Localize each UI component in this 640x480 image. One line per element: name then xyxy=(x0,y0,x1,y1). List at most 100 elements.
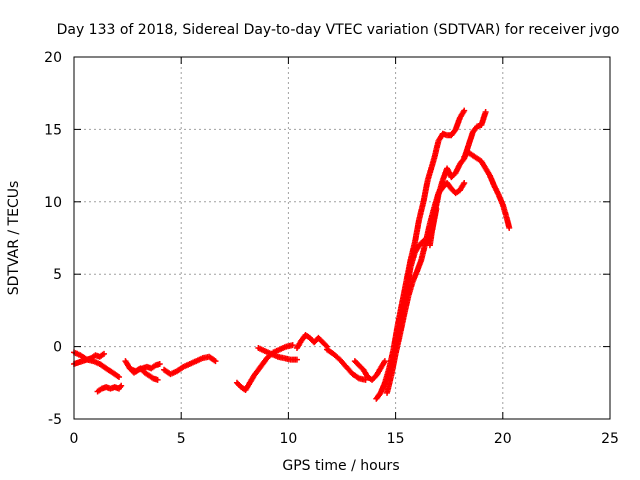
y-tick-label: 20 xyxy=(44,50,62,66)
x-tick-label: 20 xyxy=(494,431,512,447)
data-point-trace xyxy=(457,156,467,166)
data-point-trace xyxy=(352,359,362,368)
x-axis-ticks: 0 5 10 15 20 25 xyxy=(70,57,619,447)
data-point xyxy=(293,356,300,363)
x-tick-label: 5 xyxy=(177,431,186,447)
y-tick-label: 0 xyxy=(53,340,62,356)
data-point-trace xyxy=(100,384,108,392)
x-tick-label: 0 xyxy=(70,431,79,447)
y-tick-label: -5 xyxy=(48,412,62,428)
data-point-trace xyxy=(399,290,410,320)
data-series xyxy=(255,345,300,363)
data-point xyxy=(116,374,123,381)
data-series xyxy=(293,332,330,352)
data-point-trace xyxy=(276,354,286,361)
data-point-trace xyxy=(500,203,510,221)
data-point xyxy=(289,342,296,349)
data-point-trace xyxy=(134,366,142,374)
y-axis-label: SDTVAR / TECUs xyxy=(6,181,22,296)
data-point xyxy=(482,109,489,116)
data-point-trace xyxy=(457,181,467,192)
x-axis-label: GPS time / hours xyxy=(282,458,399,474)
data-point-trace xyxy=(357,375,367,383)
data-point xyxy=(156,360,163,367)
data-point-trace xyxy=(344,365,355,376)
data-point-trace xyxy=(370,373,379,382)
data-point-trace xyxy=(98,351,106,359)
data-point-trace xyxy=(325,347,336,356)
data-point-trace xyxy=(141,364,149,371)
data-point-trace xyxy=(284,342,295,350)
data-point-trace xyxy=(123,359,132,370)
data-point-trace xyxy=(96,386,104,394)
data-point-trace xyxy=(201,354,211,361)
x-tick-label: 25 xyxy=(601,431,619,447)
data-point-trace xyxy=(331,352,342,362)
data-point-trace xyxy=(421,238,430,245)
data-point-trace xyxy=(444,181,454,191)
data-point xyxy=(461,107,468,114)
data-point-trace xyxy=(278,344,288,352)
data-point-trace xyxy=(147,373,155,381)
data-point-trace xyxy=(416,200,427,221)
data-point-trace xyxy=(78,353,89,362)
data-point-trace xyxy=(304,333,312,340)
data-point xyxy=(506,224,513,231)
data-point-trace xyxy=(361,368,370,379)
data-point-trace xyxy=(441,131,449,138)
data-point-trace xyxy=(457,109,467,120)
data-point-trace xyxy=(478,110,489,127)
data-series xyxy=(94,382,125,395)
data-point-trace xyxy=(130,367,138,374)
data-point-trace xyxy=(475,122,483,129)
data-point-trace xyxy=(89,353,97,361)
data-point-trace xyxy=(239,385,248,393)
data-point-trace xyxy=(282,355,292,363)
data-point-trace xyxy=(243,381,252,392)
data-point-trace xyxy=(151,375,160,383)
data-point xyxy=(118,382,125,389)
data-point-trace xyxy=(153,361,162,368)
data-point xyxy=(101,350,108,357)
data-point-trace xyxy=(425,156,437,182)
data-points xyxy=(71,107,513,402)
data-point-trace xyxy=(449,127,458,137)
data-point-trace xyxy=(194,355,204,364)
data-point xyxy=(381,358,388,365)
data-point-trace xyxy=(312,336,321,345)
data-point-trace xyxy=(320,340,329,349)
data-point-trace xyxy=(113,384,121,392)
data-point-trace xyxy=(374,391,383,401)
data-point-trace xyxy=(76,358,85,365)
data-series xyxy=(351,358,388,383)
data-series xyxy=(128,365,161,383)
data-point xyxy=(461,179,468,186)
data-series xyxy=(161,353,219,378)
data-point-trace xyxy=(384,374,394,395)
data-point-trace xyxy=(427,214,437,247)
data-series xyxy=(323,346,369,383)
data-point-trace xyxy=(374,366,383,378)
data-point-trace xyxy=(386,348,397,370)
data-point-trace xyxy=(431,193,442,218)
data-point-trace xyxy=(247,374,257,385)
data-point-trace xyxy=(470,124,480,135)
data-point-trace xyxy=(449,186,458,195)
data-point-trace xyxy=(269,351,280,359)
data-point-trace xyxy=(436,132,445,143)
grid xyxy=(74,57,610,419)
data-point-trace xyxy=(351,372,361,381)
y-axis-ticks: -5 0 5 10 15 20 xyxy=(44,50,610,428)
data-point-trace xyxy=(138,366,147,375)
data-point-trace xyxy=(258,356,269,369)
data-point-trace xyxy=(93,352,102,360)
data-point-trace xyxy=(449,170,458,180)
plot-border xyxy=(73,56,611,420)
y-tick-label: 10 xyxy=(44,195,62,211)
data-point-trace xyxy=(475,156,483,164)
data-point-trace xyxy=(207,354,218,364)
data-point-trace xyxy=(366,375,374,382)
data-point-trace xyxy=(412,243,422,254)
x-tick-label: 15 xyxy=(387,431,405,447)
data-point-trace xyxy=(454,188,462,196)
